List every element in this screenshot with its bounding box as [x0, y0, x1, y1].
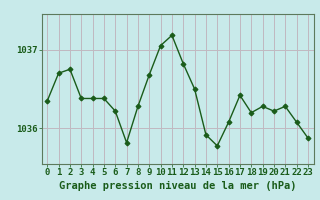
X-axis label: Graphe pression niveau de la mer (hPa): Graphe pression niveau de la mer (hPa) — [59, 181, 296, 191]
